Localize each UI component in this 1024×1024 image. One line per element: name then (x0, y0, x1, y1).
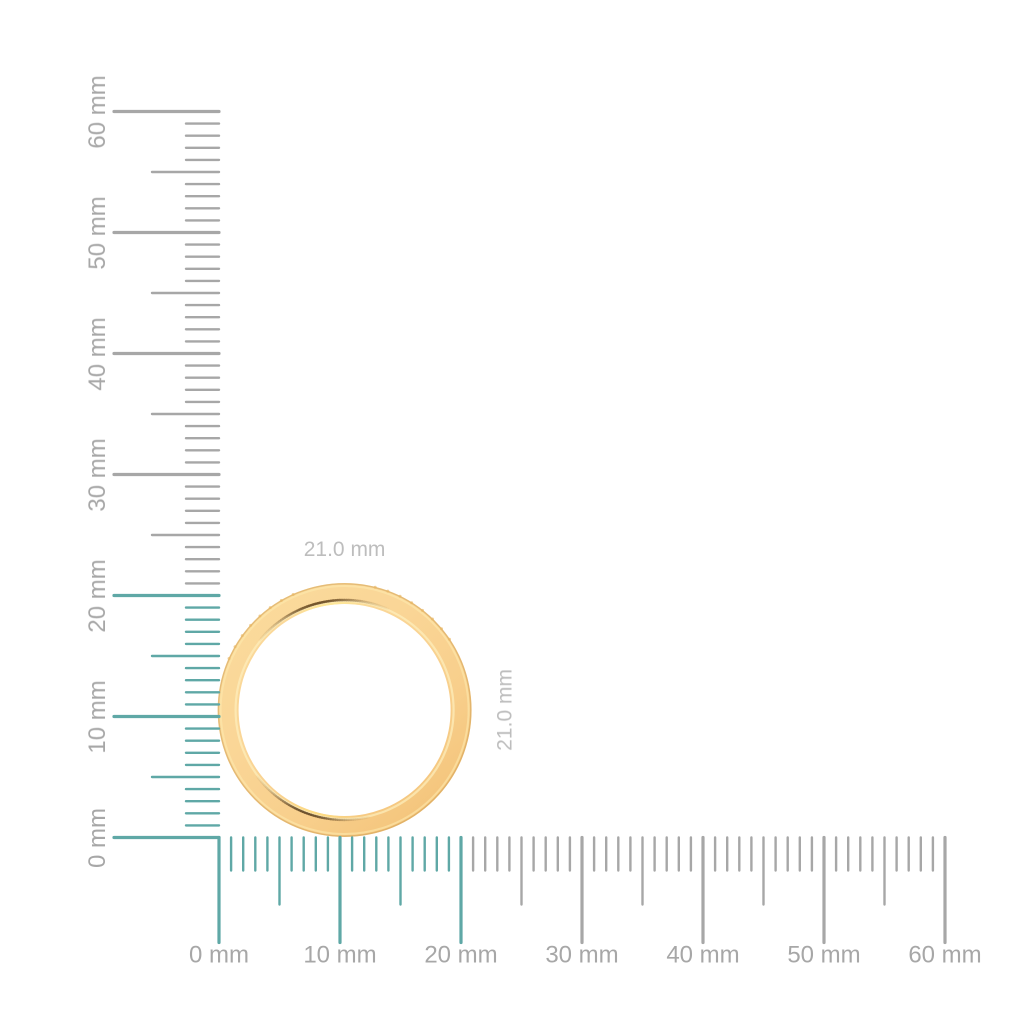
svg-text:60 mm: 60 mm (908, 942, 981, 969)
svg-text:20 mm: 20 mm (424, 942, 497, 969)
svg-text:40 mm: 40 mm (666, 942, 739, 969)
svg-text:0 mm: 0 mm (189, 942, 249, 969)
svg-text:30 mm: 30 mm (545, 942, 618, 969)
svg-text:10 mm: 10 mm (303, 942, 376, 969)
svg-text:21.0 mm: 21.0 mm (304, 538, 386, 561)
svg-text:50 mm: 50 mm (787, 942, 860, 969)
